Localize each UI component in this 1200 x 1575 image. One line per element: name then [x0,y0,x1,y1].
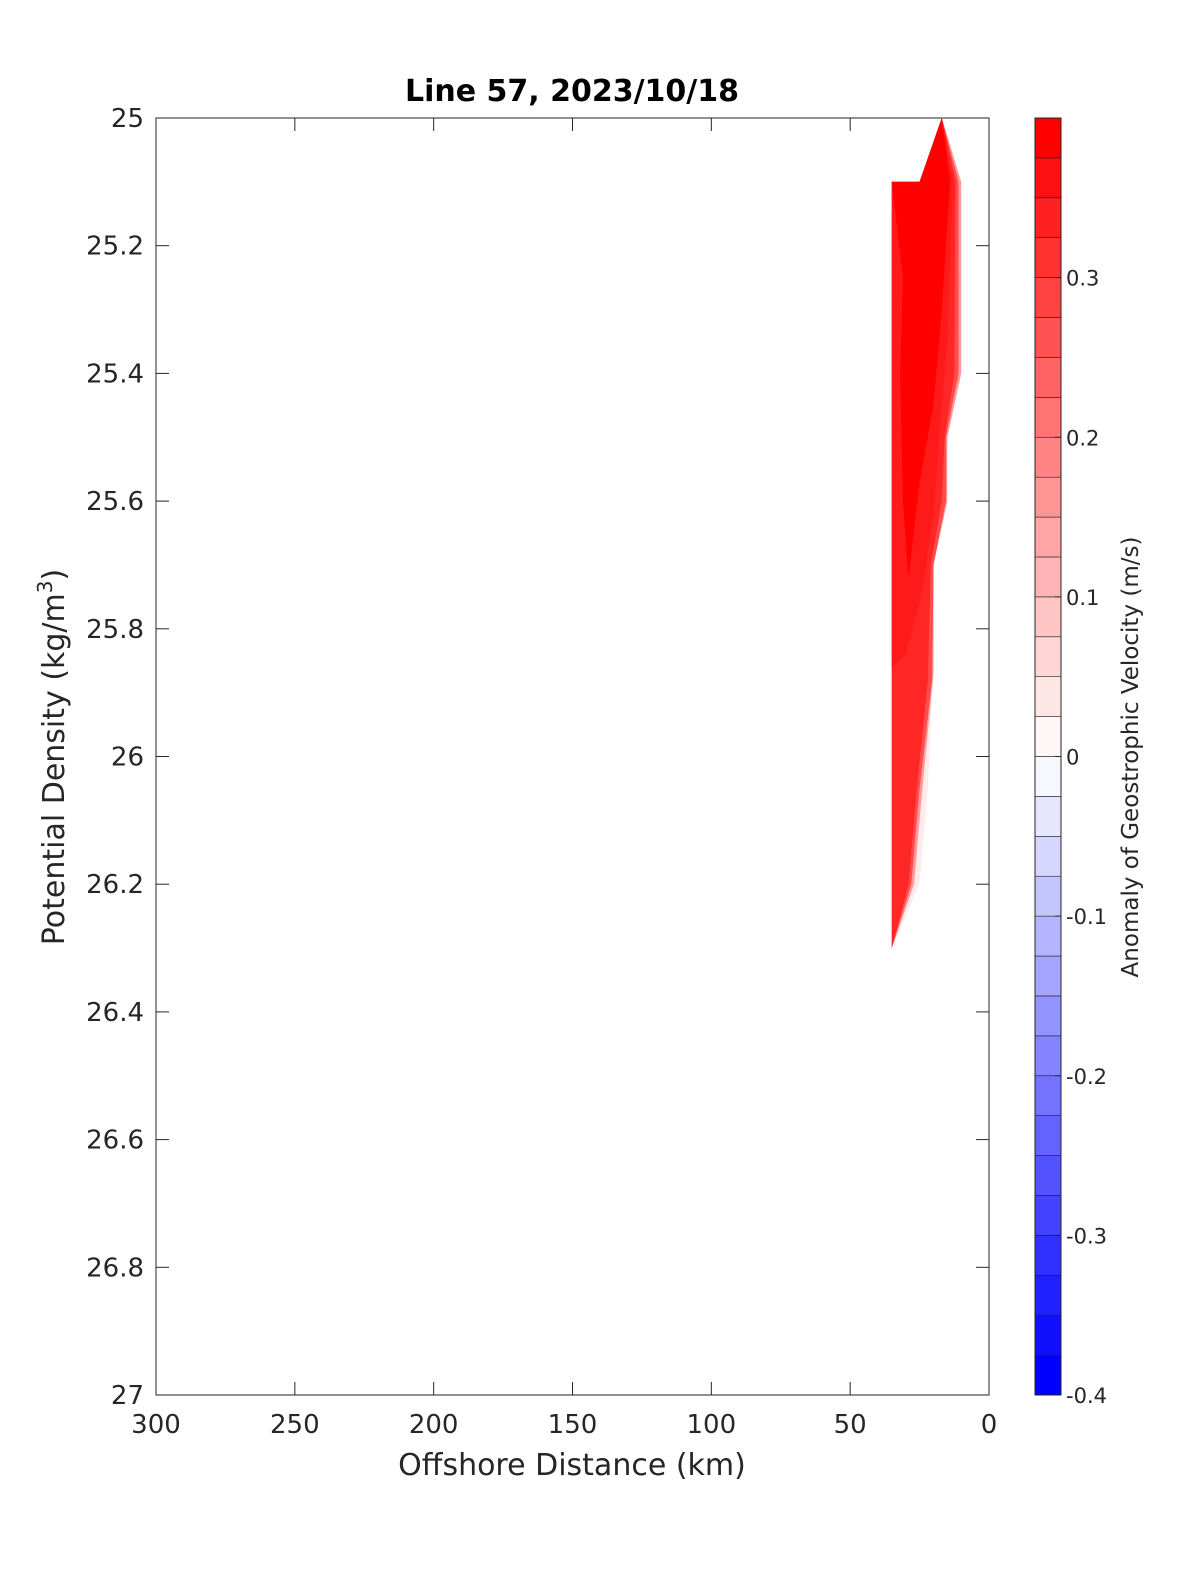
colorbar-segment [1034,955,1062,997]
colorbar-segment [1034,157,1062,199]
colorbar-segment [1034,476,1062,518]
y-tick-label: 25.8 [86,615,144,645]
colorbar-segment [1034,1195,1062,1236]
colorbar-segment [1034,756,1062,797]
colorbar-segment [1034,317,1062,358]
x-tick-label: 100 [687,1410,737,1440]
colorbar-tick-label: 0.3 [1066,267,1099,291]
y-tick-label: 26.8 [86,1253,144,1283]
colorbar-segment [1034,1274,1062,1316]
colorbar-segment [1034,1354,1062,1396]
colorbar-segment [1034,117,1062,159]
colorbar-tick-label: -0.3 [1066,1224,1107,1248]
plot-area [155,117,990,1396]
colorbar-segment [1034,197,1062,239]
colorbar-tick-label: -0.2 [1066,1065,1107,1089]
y-tick-label: 25.4 [86,359,144,389]
colorbar-segment [1034,1075,1062,1116]
colorbar-segment [1034,237,1062,278]
y-tick-label: 25 [111,104,144,134]
y-tick-label: 27 [111,1381,144,1411]
colorbar-segment [1034,1115,1062,1156]
colorbar-segment [1034,636,1062,677]
y-tick-label: 26.4 [86,998,144,1028]
y-axis: 25 25.2 25.4 25.6 25.8 26 26.2 26.4 26.6 26.8 27 [86,104,989,1411]
colorbar-tick-label: 0 [1066,746,1079,770]
y-axis-title-sup: 3 [33,580,57,593]
colorbar-segment [1034,1235,1062,1276]
colorbar-segment [1034,676,1062,717]
colorbar-segment [1034,556,1062,598]
colorbar-segment [1034,277,1062,318]
x-axis: 300 250 200 150 100 50 0 [131,118,997,1440]
colorbar-segment [1034,995,1062,1037]
x-tick-label: 200 [409,1410,459,1440]
colorbar-segment [1034,436,1062,478]
colorbar-tick-label: 0.2 [1066,426,1099,450]
x-tick-label: 250 [270,1410,320,1440]
y-axis-title-close: ) [37,569,72,581]
chart-title: Line 57, 2023/10/18 [405,74,739,109]
y-tick-label: 26.2 [86,870,144,900]
colorbar-segment [1034,716,1062,757]
colorbar-segment [1034,357,1062,398]
colorbar-segment [1034,397,1062,438]
x-tick-label: 150 [548,1410,598,1440]
colorbar-segment [1034,516,1062,558]
x-tick-label: 300 [131,1410,181,1440]
colorbar-segment [1034,836,1062,877]
y-tick-label: 25.2 [86,232,144,262]
x-axis-title: Offshore Distance (km) [398,1448,746,1483]
y-axis-title-base: Potential Density (kg/m [37,593,72,945]
plot-background [156,118,989,1395]
colorbar-tick-label: -0.1 [1066,905,1107,929]
contour-band-6 [894,118,948,380]
colorbar-segment [1034,596,1062,638]
colorbar-segment [1034,915,1062,957]
colorbar-segment [1034,1314,1062,1356]
colorbar-segment [1034,875,1062,917]
x-tick-label: 50 [834,1410,867,1440]
colorbar: -0.4 -0.3 -0.2 -0.1 0 0.1 0.2 0.3 [1034,117,1107,1408]
y-tick-label: 25.6 [86,487,144,517]
y-axis-title: Potential Density (kg/m3) [33,569,72,945]
colorbar-tick-label: -0.4 [1066,1384,1107,1408]
y-tick-label: 26.6 [86,1126,144,1156]
colorbar-tick-label: 0.1 [1066,586,1099,610]
colorbar-segment [1034,1155,1062,1196]
y-tick-label: 26 [111,743,144,773]
colorbar-segment [1034,1035,1062,1077]
x-tick-label: 0 [981,1410,998,1440]
colorbar-title: Anomaly of Geostrophic Velocity (m/s) [1118,537,1144,978]
colorbar-segment [1034,796,1062,837]
